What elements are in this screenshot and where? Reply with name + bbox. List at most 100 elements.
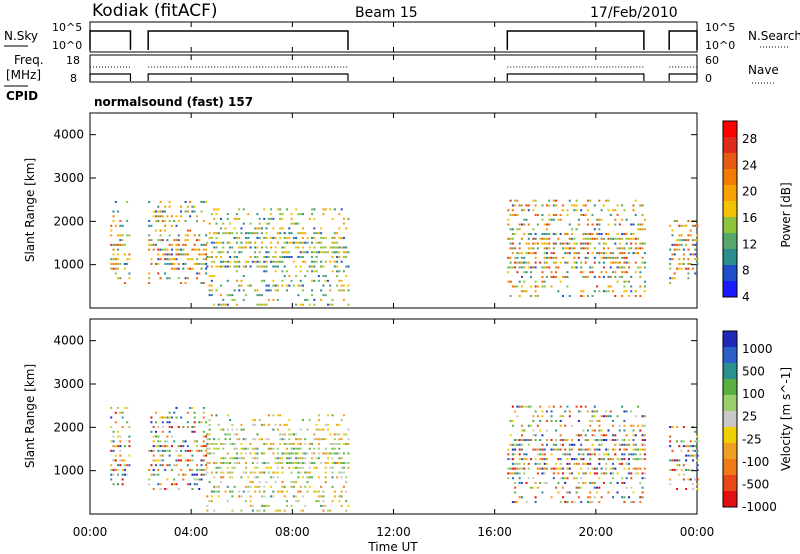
nsky-label: N.Sky [4, 29, 38, 43]
range-cell [518, 261, 521, 264]
range-cell [260, 471, 263, 474]
range-cell [210, 241, 213, 244]
range-cell [564, 439, 567, 442]
range-cell [320, 495, 323, 498]
range-cell [121, 459, 124, 462]
range-cell [123, 262, 126, 265]
range-cell [231, 476, 234, 479]
range-cell [338, 423, 341, 426]
range-cell [276, 289, 279, 292]
range-cell [564, 252, 567, 255]
range-cell [618, 247, 621, 250]
range-cell [550, 256, 553, 259]
range-cell [195, 239, 198, 242]
range-cell [270, 241, 273, 244]
range-cell [292, 481, 295, 484]
range-cell [596, 491, 599, 494]
range-cell [210, 495, 213, 498]
range-cell [297, 447, 300, 450]
range-cell [256, 265, 259, 268]
range-cell [546, 439, 549, 442]
range-cell [618, 424, 621, 427]
range-cell [242, 275, 245, 278]
range-cell [295, 236, 298, 239]
range-cell [577, 410, 580, 413]
range-cell [600, 496, 603, 499]
range-cell [161, 220, 164, 223]
range-cell [168, 421, 171, 424]
range-cell [186, 445, 189, 448]
range-cell [509, 458, 512, 461]
range-cell [331, 414, 334, 417]
range-cell [254, 438, 257, 441]
range-cell [263, 471, 266, 474]
range-cell [607, 290, 610, 293]
range-cell [170, 267, 173, 270]
range-cell [117, 262, 120, 265]
range-cell [691, 449, 694, 452]
range-cell [247, 236, 250, 239]
range-cell [559, 443, 562, 446]
range-cell [114, 454, 117, 457]
range-cell [509, 237, 512, 240]
range-cell [238, 495, 241, 498]
range-cell [206, 442, 209, 445]
range-cell [586, 199, 589, 202]
range-cell [600, 434, 603, 437]
range-cell [189, 483, 192, 486]
range-cell [117, 277, 120, 280]
range-cell [689, 229, 692, 232]
range-cell [586, 410, 589, 413]
range-cell [295, 495, 298, 498]
range-cell [114, 421, 117, 424]
range-cell [509, 472, 512, 475]
velocity-colorbar-label: Velocity [m s^-1] [779, 367, 793, 471]
range-cell [186, 205, 189, 208]
range-cell [637, 237, 640, 240]
range-cell [641, 448, 644, 451]
range-cell [342, 452, 345, 455]
range-cell [520, 209, 523, 212]
range-cell [317, 241, 320, 244]
range-cell [308, 447, 311, 450]
range-cell [520, 467, 523, 470]
range-cell [546, 410, 549, 413]
range-cell [609, 439, 612, 442]
range-cell [555, 261, 558, 264]
range-cell [616, 481, 619, 484]
range-cell [265, 504, 268, 507]
range-cell [254, 246, 257, 249]
range-cell [511, 458, 514, 461]
range-cell [150, 449, 153, 452]
range-cell [623, 481, 626, 484]
range-cell [175, 459, 178, 462]
range-cell [112, 430, 115, 433]
range-cell [306, 490, 309, 493]
range-cell [256, 447, 259, 450]
range-cell [333, 495, 336, 498]
range-cell [618, 275, 621, 278]
range-cell [543, 247, 546, 250]
range-cell [317, 419, 320, 422]
range-cell [166, 215, 169, 218]
range-cell [265, 236, 268, 239]
range-cell [217, 495, 220, 498]
range-cell [516, 199, 519, 202]
range-cell [180, 215, 183, 218]
range-cell [128, 464, 131, 467]
range-cell [254, 447, 257, 450]
range-cell [304, 232, 307, 235]
range-cell [616, 233, 619, 236]
range-cell [634, 271, 637, 274]
range-cell [589, 472, 592, 475]
range-cell [231, 294, 234, 297]
range-cell [260, 452, 263, 455]
range-cell [317, 414, 320, 417]
range-cell [229, 241, 232, 244]
range-cell [580, 405, 583, 408]
range-cell [694, 224, 697, 227]
range-cell [265, 442, 268, 445]
range-cell [311, 452, 314, 455]
range-cell [326, 457, 329, 460]
range-cell [577, 496, 580, 499]
